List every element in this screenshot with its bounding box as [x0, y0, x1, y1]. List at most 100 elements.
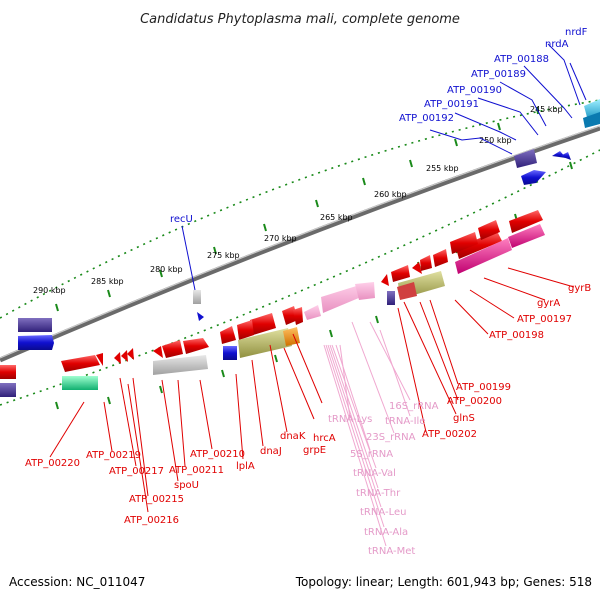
feature-left-indigo [18, 318, 52, 332]
kbp-label: 265 kbp [320, 213, 353, 222]
gene-label-tRNA-Met[interactable]: tRNA-Met [368, 546, 415, 557]
feature-ATP_00191 [521, 170, 546, 185]
feature-ATP_00198 [450, 232, 478, 254]
gene-label-ATP_00199[interactable]: ATP_00199 [456, 382, 511, 393]
feature-recU-pseudo [193, 290, 201, 304]
gene-label-hrcA[interactable]: hrcA [313, 433, 336, 444]
feature-tRNA [304, 305, 321, 320]
gene-label-dnaK[interactable]: dnaK [280, 431, 306, 442]
feature-dnaJ-olive [238, 328, 292, 358]
feature-ATP_00219 [96, 353, 103, 366]
gene-label-gyrB[interactable]: gyrB [568, 283, 591, 294]
feature-16S-rRNA [355, 282, 375, 300]
feature-spoU [153, 346, 163, 358]
kbp-label: 285 kbp [91, 277, 124, 286]
gene-label-ATP_00191[interactable]: ATP_00191 [424, 99, 479, 110]
gene-label-tRNA-Lys[interactable]: tRNA-Lys [328, 414, 372, 425]
blue-callout-lines [181, 43, 587, 291]
kbp-label: 260 kbp [374, 190, 407, 199]
feature-recU [197, 312, 204, 321]
blue-gene-labels: nrdF nrdA ATP_00188 ATP_00189 ATP_00190 … [170, 27, 588, 225]
feature-ATP_00197-mag [455, 238, 512, 274]
gene-label-nrdA[interactable]: nrdA [545, 39, 569, 50]
gene-label-lplA[interactable]: lplA [236, 461, 255, 472]
gene-label-ATP_00211[interactable]: ATP_00211 [169, 465, 224, 476]
kbp-label: 280 kbp [150, 265, 183, 274]
kbp-label: 270 kbp [264, 234, 297, 243]
feature-ATP_00211-pale [153, 355, 208, 375]
kbp-label: 255 kbp [426, 164, 459, 173]
feature-rna-red-small [381, 274, 389, 286]
outer-ruler-track [0, 99, 600, 319]
gene-label-ATP_00220[interactable]: ATP_00220 [25, 458, 80, 469]
red-callout-lines [49, 267, 575, 513]
inner-ruler-ticks [55, 161, 573, 410]
feature-ATP_00211 [162, 340, 183, 358]
feature-teal [62, 376, 98, 390]
gene-label-ATP_00210[interactable]: ATP_00210 [190, 449, 245, 460]
gene-label-glnS[interactable]: glnS [453, 413, 475, 424]
kbp-label: 275 kbp [207, 251, 240, 260]
feature-rna-indigo-small [387, 291, 395, 305]
feature-ATP_00202 [391, 265, 410, 282]
gene-label-ATP_00190[interactable]: ATP_00190 [447, 85, 502, 96]
gene-label-ATP_00202[interactable]: ATP_00202 [422, 429, 477, 440]
gene-label-ATP_00189[interactable]: ATP_00189 [471, 69, 526, 80]
feature-lplA-blue [223, 346, 237, 360]
gene-label-ATP_00215[interactable]: ATP_00215 [129, 494, 184, 505]
genome-summary-text: Topology: linear; Length: 601,943 bp; Ge… [295, 575, 592, 589]
feature-nrdF-lower [583, 112, 600, 128]
feature-ATP_00210 [183, 338, 209, 354]
feature-ATP_00199 [433, 249, 448, 267]
gene-label-ATP_00188[interactable]: ATP_00188 [494, 54, 549, 65]
scale-labels: 245 kbp 250 kbp 255 kbp 260 kbp 265 kbp … [33, 105, 563, 295]
gene-label-ATP_00192[interactable]: ATP_00192 [399, 113, 454, 124]
feature-grpE [293, 307, 303, 325]
kbp-label: 250 kbp [479, 136, 512, 145]
gene-label-gyrA[interactable]: gyrA [537, 298, 560, 309]
feature-ATP_00220 [61, 355, 100, 372]
feature-glnS-red [397, 282, 417, 300]
gene-label-tRNA-Val[interactable]: tRNA-Val [353, 468, 396, 479]
feature-ATP_00190 [514, 149, 537, 168]
kbp-label: 290 kbp [33, 286, 66, 295]
feature-ATP_00217 [114, 352, 121, 364]
feature-ATP_00215 [127, 348, 134, 360]
gene-label-23S_rRNA[interactable]: 23S_rRNA [366, 432, 416, 443]
gene-label-16S_rRNA[interactable]: 16S_rRNA [389, 401, 439, 412]
feature-16S [412, 262, 422, 274]
forward-strand-features [0, 210, 545, 397]
gene-label-5S_rRNA[interactable]: 5S_rRNA [350, 449, 393, 460]
rna-callout-lines [323, 321, 411, 547]
gene-label-tRNA-Ala[interactable]: tRNA-Ala [364, 527, 408, 538]
rna-gene-labels: 16S_rRNA tRNA-Ile 23S_rRNA tRNA-Lys 5S_r… [328, 401, 439, 557]
red-gene-labels: gyrB gyrA ATP_00197 ATP_00198 ATP_00199 … [25, 283, 591, 526]
feature-gyrB [456, 231, 502, 259]
gene-label-ATP_00216[interactable]: ATP_00216 [124, 515, 179, 526]
gene-label-recU[interactable]: recU [170, 214, 193, 225]
gene-label-tRNA-Ile[interactable]: tRNA-Ile [385, 416, 425, 427]
gene-label-tRNA-Leu[interactable]: tRNA-Leu [360, 507, 406, 518]
gene-label-ATP_00219[interactable]: ATP_00219 [86, 450, 141, 461]
map-title: Candidatus Phytoplasma mali, complete ge… [140, 12, 460, 27]
feature-left-red [0, 365, 16, 379]
gene-label-grpE[interactable]: grpE [303, 445, 326, 456]
feature-dnaJ [237, 320, 254, 340]
gene-label-nrdF[interactable]: nrdF [565, 27, 588, 38]
gene-label-dnaJ[interactable]: dnaJ [260, 446, 282, 457]
gene-label-ATP_00198[interactable]: ATP_00198 [489, 330, 544, 341]
feature-ATP_00189 [560, 152, 571, 160]
feature-ATP_00200 [420, 255, 432, 271]
gene-label-spoU[interactable]: spoU [174, 480, 199, 491]
feature-gyrA [509, 210, 543, 233]
gene-label-ATP_00197[interactable]: ATP_00197 [517, 314, 572, 325]
gene-label-ATP_00217[interactable]: ATP_00217 [109, 466, 164, 477]
accession-text: Accession: NC_011047 [9, 575, 145, 589]
gene-label-tRNA-Thr[interactable]: tRNA-Thr [356, 488, 401, 499]
feature-gyrA-pink [508, 224, 545, 248]
feature-dnaK [250, 313, 276, 335]
feature-left-blue [18, 335, 54, 350]
feature-ATP_00216 [121, 350, 128, 362]
gene-label-ATP_00200[interactable]: ATP_00200 [447, 396, 502, 407]
